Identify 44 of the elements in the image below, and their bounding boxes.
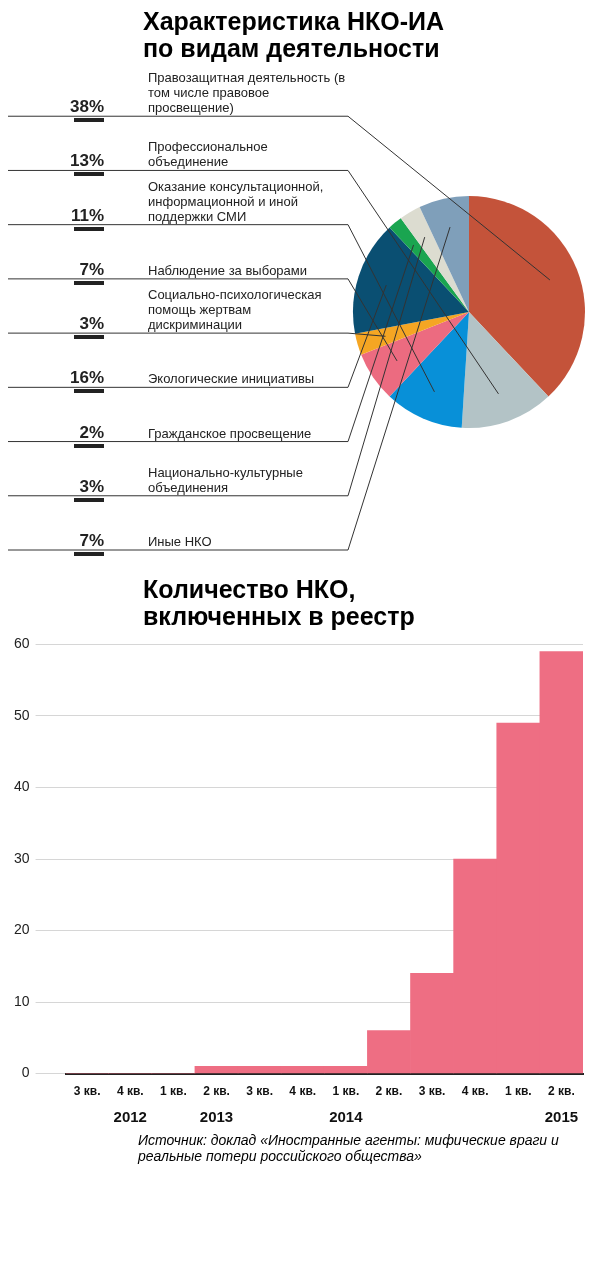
data-label: 16% — [69, 368, 104, 388]
y-tick-label: 40 — [13, 778, 30, 795]
y-tick-label: 20 — [13, 921, 30, 938]
y-tick-label: 30 — [13, 849, 30, 866]
y-tick-label: 50 — [13, 706, 30, 723]
slice-label: Гражданское просвещение — [148, 425, 312, 441]
x-tick-label: 2 кв. — [203, 1084, 230, 1099]
data-label: 3% — [79, 314, 104, 334]
x-tick-label: 4 кв. — [116, 1084, 144, 1099]
x-tick-label: 3 кв. — [246, 1084, 273, 1099]
slice-label: Правозащитная деятельность (в том числе правовое просвещение) — [148, 70, 346, 116]
data-label: 38% — [69, 97, 104, 117]
slice-label: Экологические инициативы — [148, 371, 315, 387]
y-tick-label: 60 — [13, 635, 30, 652]
data-label: 7% — [79, 259, 104, 279]
data-label: 2% — [79, 422, 104, 442]
x-tick-label: 1 кв. — [160, 1084, 187, 1099]
y-tick-label: 0 — [21, 1064, 30, 1081]
slice-label: Оказание консультационной, информационной и иной поддержки СМИ — [148, 178, 324, 224]
x-tick-label: 2 кв. — [548, 1084, 575, 1099]
data-label: 3% — [79, 476, 104, 496]
x-tick-label: 3 кв. — [418, 1084, 446, 1099]
x-tick-label: 2 кв. — [375, 1084, 403, 1099]
x-tick-label: 4 кв. — [461, 1084, 489, 1099]
text: 2012 — [113, 1108, 147, 1125]
slice-label: Социально-психологическая помощь жертвам дискриминации — [148, 287, 322, 333]
x-tick-label: 4 кв. — [289, 1084, 317, 1099]
y-tick-label: 10 — [13, 992, 30, 1009]
chart-title: Количество НКО, включенных в реестр — [143, 575, 416, 630]
slice-label: Иные НКО — [148, 534, 212, 549]
text: 2015 — [544, 1108, 579, 1125]
slice-label: Национально-культурные объединения — [148, 464, 303, 495]
text: 2014 — [329, 1108, 364, 1125]
text: 2013 — [199, 1108, 234, 1125]
x-tick-label: 3 кв. — [73, 1084, 101, 1099]
chart-title: Характеристика НКО-ИА по видам деятельности — [143, 7, 446, 62]
slice-label: Наблюдение за выборами — [148, 262, 308, 278]
x-tick-label: 1 кв. — [504, 1084, 532, 1099]
x-tick-label: 1 кв. — [332, 1084, 360, 1099]
slice-label: Профессиональное объединение — [148, 139, 268, 170]
text: Источник: доклад «Иностранные агенты: мифические враги и реальные потери российского общества» — [138, 1132, 560, 1164]
data-label: 13% — [69, 151, 104, 171]
data-label: 11% — [70, 205, 104, 225]
data-label: 7% — [79, 531, 104, 550]
